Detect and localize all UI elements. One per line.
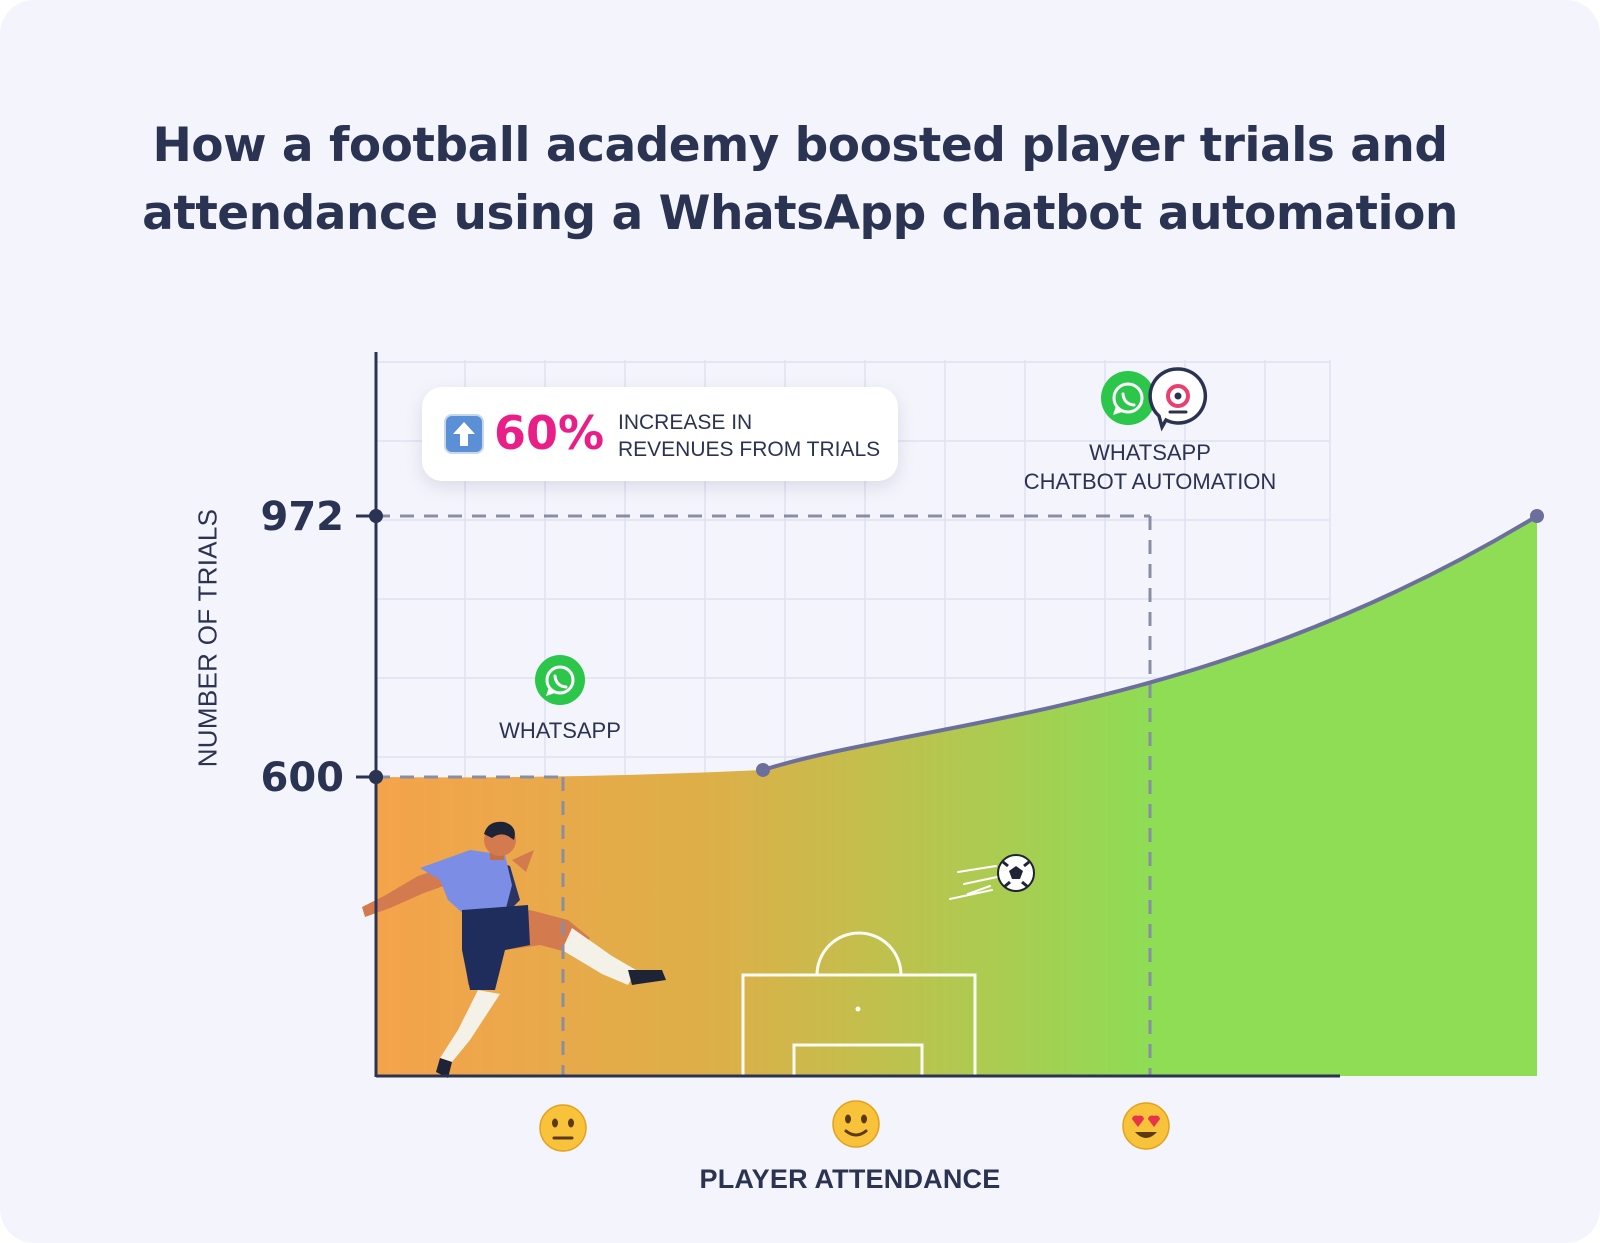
automation-label: WHATSAPP CHATBOT AUTOMATION xyxy=(990,438,1310,496)
whatsapp-label: WHATSAPP xyxy=(499,718,621,743)
neutral-face-icon xyxy=(539,1104,587,1152)
whatsapp-icon-automation xyxy=(1101,371,1155,425)
y-marker-600 xyxy=(369,770,383,784)
automation-label-line-2: CHATBOT AUTOMATION xyxy=(1023,469,1277,494)
y-axis-label-container: NUMBER OF TRIALS xyxy=(193,478,223,798)
revenue-callout: 60% INCREASE IN REVENUES FROM TRIALS xyxy=(422,387,898,481)
point-automation xyxy=(1530,509,1544,523)
heart-eyes-face-icon xyxy=(1122,1102,1170,1150)
callout-percent: 60% xyxy=(494,406,605,460)
smiling-face-icon xyxy=(832,1100,880,1148)
page-title: How a football academy boosted player tr… xyxy=(100,112,1500,248)
callout-text-line-1: INCREASE IN xyxy=(618,411,753,434)
trials-area xyxy=(376,516,1537,1076)
title-line-2: attendance using a WhatsApp chatbot auto… xyxy=(142,186,1458,241)
up-arrow-icon xyxy=(444,414,484,454)
title-line-1: How a football academy boosted player tr… xyxy=(152,118,1448,173)
y-tick-label-600: 600 xyxy=(260,755,345,801)
whatsapp-icon xyxy=(535,655,585,705)
callout-text: INCREASE IN REVENUES FROM TRIALS xyxy=(618,409,880,463)
football-illustration xyxy=(949,854,1035,900)
x-axis-label: PLAYER ATTENDANCE xyxy=(699,1164,1001,1194)
trials-line xyxy=(762,514,1539,772)
automation-label-line-1: WHATSAPP xyxy=(1089,440,1211,465)
callout-text-line-2: REVENUES FROM TRIALS xyxy=(618,438,881,461)
chatbot-icon xyxy=(1148,367,1208,432)
y-tick-label-972: 972 xyxy=(260,494,345,540)
y-axis-label: NUMBER OF TRIALS xyxy=(192,508,223,768)
point-whatsapp xyxy=(756,762,770,777)
footballer-illustration xyxy=(362,821,666,1078)
y-marker-972 xyxy=(369,509,383,523)
pitch-markings xyxy=(741,931,977,1075)
